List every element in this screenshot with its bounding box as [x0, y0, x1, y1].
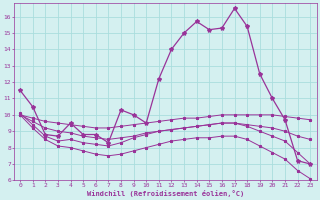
X-axis label: Windchill (Refroidissement éolien,°C): Windchill (Refroidissement éolien,°C)	[86, 190, 244, 197]
